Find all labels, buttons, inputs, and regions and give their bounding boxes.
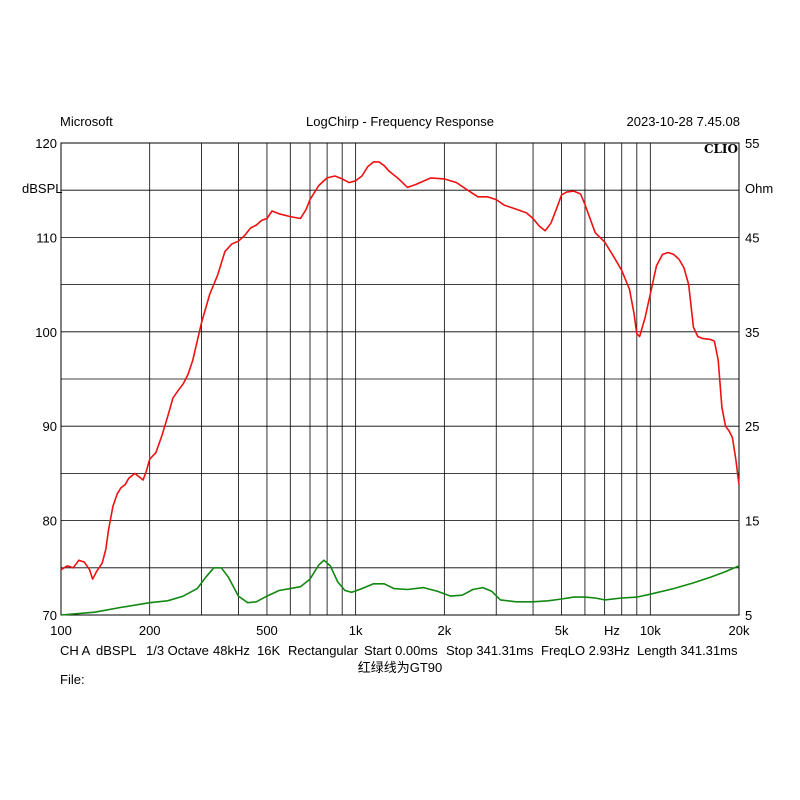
spl-curve [60,161,740,580]
x-tick-label: 200 [139,623,161,638]
info-unit: dBSPL [96,643,137,658]
info-stop: Stop 341.31ms [446,643,534,658]
y-left-tick-label: 120 [35,136,57,151]
y-right-tick-label: 15 [745,514,759,529]
y-left-tick-label: 80 [43,514,57,529]
x-tick-label: 20k [729,623,750,638]
info-channel: CH A [60,643,91,658]
y-left-tick-label: 70 [43,608,57,623]
x-tick-label: 5k [555,623,569,638]
info-fft-size: 16K [257,643,281,658]
file-label: File: [60,672,85,687]
info-smoothing: 1/3 Octave [146,643,209,658]
info-samplerate: 48kHz [213,643,250,658]
series-lines [60,161,740,616]
x-tick-label: 2k [437,623,451,638]
y-left-tick-label: 110 [36,230,57,245]
header-left: Microsoft [60,114,113,129]
header-timestamp: 2023-10-28 7.45.08 [626,114,740,129]
y-right-tick-label: 5 [745,608,752,623]
y-right-tick-label: 35 [745,325,759,340]
info-window: Rectangular [288,643,359,658]
chart-title: LogChirp - Frequency Response [306,114,494,129]
x-tick-label: 500 [256,623,278,638]
y-right-tick-label: 25 [745,419,759,434]
y-right-tick-label: 45 [745,230,759,245]
y-right-axis-label: Ohm [745,181,773,196]
x-tick-label: 1k [349,623,363,638]
x-axis-unit: Hz [604,623,620,638]
grid [61,143,739,615]
axis-labels: 100 200 500 1k 2k 5k 10k 20k 120 110 100 90 80 70 55 45… [35,136,759,638]
y-left-tick-label: 90 [43,419,57,434]
impedance-curve [60,559,740,616]
y-right-tick-label: 55 [745,136,759,151]
y-left-axis-label: dBSPL [22,181,62,196]
info-note: 红绿线为GT90 [357,660,443,675]
info-freqlo: FreqLO 2.93Hz [541,643,630,658]
info-length: Length 341.31ms [637,643,738,658]
info-start: Start 0.00ms [364,643,438,658]
y-left-tick-label: 100 [35,325,57,340]
clio-brand-logo: CLIO [704,142,738,156]
plot-frame [60,142,740,616]
x-tick-label: 100 [50,623,72,638]
x-tick-label: 10k [640,623,661,638]
